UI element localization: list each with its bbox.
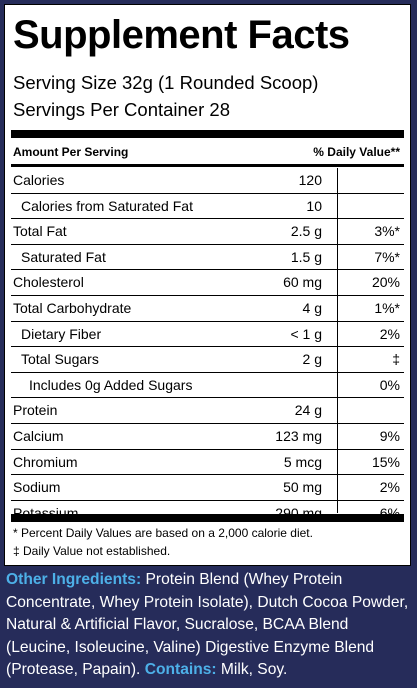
nutrient-row: Calcium 123 mg 9% (11, 422, 404, 449)
nutrient-row: Cholesterol 60 mg 20% (11, 269, 404, 295)
nutrient-amount: 24 g (294, 402, 322, 419)
nutrient-dv: 2% (379, 325, 400, 342)
nutrient-amount: 10 (306, 197, 322, 214)
nutrient-amount: 123 mg (275, 427, 322, 444)
servings-per-container: Servings Per Container 28 (13, 99, 230, 120)
nutrient-name: Calcium (13, 427, 64, 444)
nutrient-amount: 2 g (302, 351, 322, 368)
contains-text: Milk, Soy. (216, 661, 288, 678)
nutrient-name: Includes 0g Added Sugars (29, 376, 193, 393)
bottom-thick-divider (11, 514, 404, 522)
nutrient-name: Cholesterol (13, 274, 84, 291)
nutrient-row: Total Sugars 2 g ‡ (11, 346, 404, 372)
other-ingredients-label: Other Ingredients: (6, 571, 142, 588)
contains-label: Contains: (144, 661, 217, 678)
nutrient-name: Dietary Fiber (21, 325, 102, 342)
serving-size: Serving Size 32g (1 Rounded Scoop) (13, 72, 319, 93)
nutrient-row: Total Fat 2.5 g 3%* (11, 218, 404, 244)
nutrient-name: Chromium (13, 453, 78, 470)
other-ingredients: Other Ingredients: Protein Blend (Whey P… (6, 569, 412, 682)
nutrient-name: Total Carbohydrate (13, 299, 132, 316)
nutrient-table: Calories 120 Calories from Saturated Fat… (11, 168, 404, 525)
nutrient-name: Calories (13, 172, 65, 188)
nutrient-amount: 4 g (302, 299, 322, 316)
nutrient-row: Chromium 5 mcg 15% (11, 448, 404, 475)
nutrient-amount: 120 (298, 172, 322, 188)
daily-value-label: % Daily Value** (313, 145, 400, 159)
nutrient-dv: 2% (379, 479, 400, 496)
nutrient-row: Saturated Fat 1.5 g 7%* (11, 243, 404, 270)
nutrient-dv: 0% (379, 376, 400, 393)
nutrient-name: Saturated Fat (21, 248, 106, 265)
nutrient-row: Dietary Fiber < 1 g 2% (11, 320, 404, 347)
nutrient-dv: 7%* (374, 248, 400, 265)
nutrient-dv: 20% (371, 274, 400, 291)
nutrient-amount: 1.5 g (290, 248, 322, 265)
header-divider (11, 164, 404, 167)
nutrient-row: Includes 0g Added Sugars 0% (11, 371, 404, 398)
nutrient-row: Total Carbohydrate 4 g 1%* (11, 294, 404, 321)
nutrient-amount: 5 mcg (283, 453, 322, 470)
nutrient-name: Total Sugars (21, 351, 99, 368)
footnote-daily-values: * Percent Daily Values are based on a 2,… (13, 526, 313, 540)
nutrient-name: Total Fat (13, 223, 67, 240)
thick-divider (11, 130, 404, 138)
nutrient-dv: ‡ (392, 351, 400, 368)
nutrient-name: Sodium (13, 479, 61, 496)
nutrient-row: Calories from Saturated Fat 10 (11, 192, 404, 219)
nutrient-dv: 1%* (374, 299, 400, 316)
nutrient-amount: 50 mg (283, 479, 322, 496)
column-divider (337, 168, 338, 513)
amount-per-serving-label: Amount Per Serving (13, 145, 129, 159)
nutrient-dv: 3%* (374, 223, 400, 240)
panel-title: Supplement Facts (13, 13, 350, 57)
nutrient-dv: 15% (371, 453, 400, 470)
nutrient-row: Sodium 50 mg 2% (11, 474, 404, 500)
nutrient-amount: 60 mg (283, 274, 322, 291)
nutrient-row: Protein 24 g (11, 397, 404, 423)
supplement-facts-panel: Supplement Facts Serving Size 32g (1 Rou… (4, 4, 411, 566)
nutrient-dv: 9% (379, 427, 400, 444)
other-ingredients-text: Protein Blend (Whey Protein Concentrate,… (6, 571, 409, 678)
nutrient-name: Protein (13, 402, 58, 419)
nutrient-amount: 2.5 g (290, 223, 322, 240)
amount-header: Amount Per Serving % Daily Value** (13, 142, 400, 162)
nutrient-name: Calories from Saturated Fat (21, 197, 193, 214)
footnote-not-established: ‡ Daily Value not established. (13, 544, 171, 558)
nutrient-amount: < 1 g (290, 325, 322, 342)
nutrient-row: Calories 120 (11, 168, 404, 193)
